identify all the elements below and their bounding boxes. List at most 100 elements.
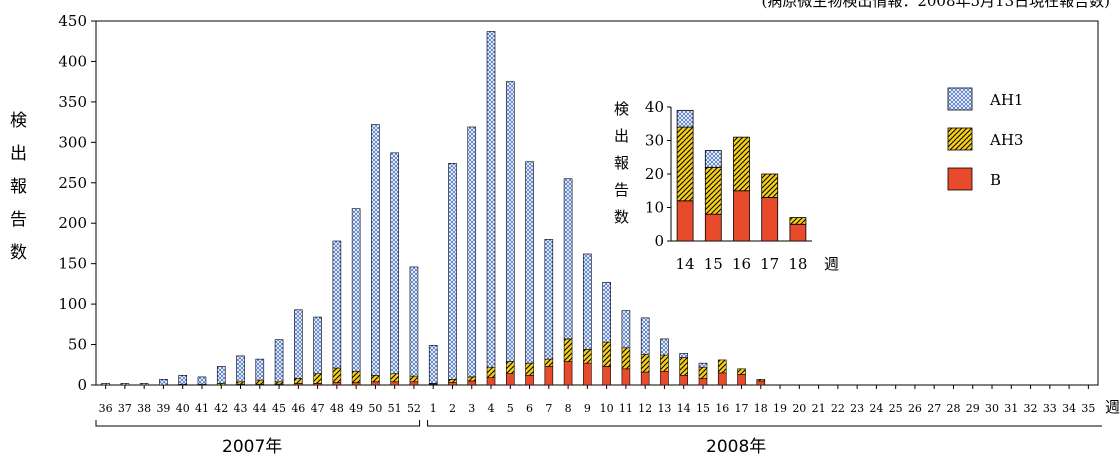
y-axis-label-char: 数: [10, 243, 27, 263]
x-tick-label: 51: [388, 402, 402, 415]
x-tick-label: 14: [677, 402, 691, 415]
bar-ah3: [525, 362, 534, 376]
x-tick-label: 52: [407, 402, 421, 415]
bar-b: [467, 380, 477, 386]
bar-ah3: [505, 361, 515, 374]
x-axis-unit: 週: [1105, 398, 1120, 416]
x-tick-label: 26: [908, 402, 922, 415]
bar-ah1: [351, 208, 361, 372]
bar-ah1: [428, 345, 438, 384]
bar-b: [505, 373, 515, 386]
y-tick-label: 450: [58, 12, 87, 30]
x-tick-label: 10: [600, 402, 614, 415]
bar-ah3: [236, 381, 245, 385]
x-tick-label: 9: [584, 402, 591, 415]
y-tick-label: 100: [58, 295, 87, 313]
bar-ah1: [236, 355, 245, 383]
inset-x-tick-label: 17: [760, 255, 779, 273]
bar-ah1: [525, 161, 534, 364]
x-tick-label: 32: [1024, 402, 1038, 415]
bar-ah3: [756, 379, 766, 382]
x-tick-label: 24: [869, 402, 883, 415]
inset-y-tick-label: 30: [645, 132, 664, 150]
bar-b: [640, 371, 650, 386]
x-tick-label: 45: [272, 402, 286, 415]
inset-bar-b: [733, 190, 750, 242]
x-tick-label: 43: [234, 402, 248, 415]
x-tick-label: 8: [565, 402, 572, 415]
x-tick-label: 34: [1062, 402, 1076, 415]
bar-b: [332, 382, 342, 386]
x-tick-label: 4: [488, 402, 495, 415]
y-tick-label: 350: [58, 93, 87, 111]
plot-frame: [95, 20, 1099, 386]
x-tick-label: 30: [985, 402, 999, 415]
x-tick-label: 12: [638, 402, 652, 415]
bar-ah3: [602, 341, 611, 367]
legend-swatch-ah1: [947, 87, 973, 111]
inset-y-tick-label: 20: [645, 165, 664, 183]
bar-b: [448, 382, 457, 386]
bar-ah1: [313, 316, 322, 374]
inset-x-tick-label: 18: [788, 255, 807, 273]
x-tick-label: 40: [176, 402, 190, 415]
bar-ah3: [583, 349, 592, 364]
x-tick-label: 27: [927, 402, 941, 415]
bar-ah1: [159, 379, 168, 386]
x-tick-label: 47: [311, 402, 325, 415]
y-tick-label: 200: [58, 214, 87, 232]
year-brackets: [95, 420, 1102, 427]
bar-ah3: [640, 353, 650, 373]
inset-bar-ah1: [676, 109, 694, 128]
bar-ah3: [255, 379, 265, 385]
inset-chart: 0 10 20 30 40 14 15 16 17 18 週: [645, 98, 839, 273]
x-tick-label: 31: [1004, 402, 1018, 415]
x-tick-label: 5: [507, 402, 514, 415]
y-axis-label-char: 報: [614, 154, 630, 172]
bar-b: [660, 370, 669, 386]
bar-ah3: [621, 347, 631, 370]
x-tick-label: 22: [831, 402, 845, 415]
y-axis-label-char: 検: [10, 111, 27, 131]
bar-ah1: [101, 383, 110, 386]
inset-bar-ah3: [704, 166, 722, 215]
bar-b: [717, 372, 727, 386]
bar-ah1: [563, 178, 573, 340]
legend-label-b: B: [990, 171, 1001, 189]
bar-ah1: [178, 374, 188, 385]
x-tick-label: 23: [850, 402, 864, 415]
x-tick-label: 15: [696, 402, 710, 415]
bar-ah3: [679, 357, 689, 376]
x-tick-label: 48: [330, 402, 344, 415]
bar-b: [698, 378, 708, 386]
bar-ah3: [448, 379, 457, 383]
bar-b: [602, 366, 611, 386]
inset-x-axis-unit: 週: [824, 255, 839, 273]
bar-b: [351, 382, 361, 386]
legend-label-ah1: AH1: [989, 91, 1023, 109]
x-tick-label: 13: [657, 402, 671, 415]
bar-ah1: [120, 383, 130, 386]
bar-ah3: [274, 381, 284, 385]
bar-ah3: [409, 375, 419, 383]
inset-bar-ah3: [733, 136, 750, 192]
bar-ah3: [717, 359, 727, 374]
x-tick-label: 19: [773, 402, 787, 415]
x-tick-label: 20: [792, 402, 806, 415]
x-tick-label: 21: [812, 402, 826, 415]
bar-ah3: [660, 354, 669, 372]
bar-ah3: [351, 370, 361, 383]
inset-bar-b: [704, 213, 722, 242]
x-tick-label: 42: [214, 402, 228, 415]
bar-ah1: [602, 281, 611, 343]
x-tick-label: 29: [966, 402, 980, 415]
y-tick-label: 300: [58, 133, 87, 151]
legend-swatch-ah3: [947, 127, 973, 151]
bar-ah1: [332, 240, 342, 369]
legend-label-ah3: AH3: [989, 131, 1023, 149]
y-axis-label-char: 出: [10, 144, 27, 164]
inset-x-tick-label: 16: [732, 255, 751, 273]
x-tick-label: 41: [195, 402, 209, 415]
x-tick-label: 17: [735, 402, 749, 415]
bar-b: [371, 381, 380, 386]
